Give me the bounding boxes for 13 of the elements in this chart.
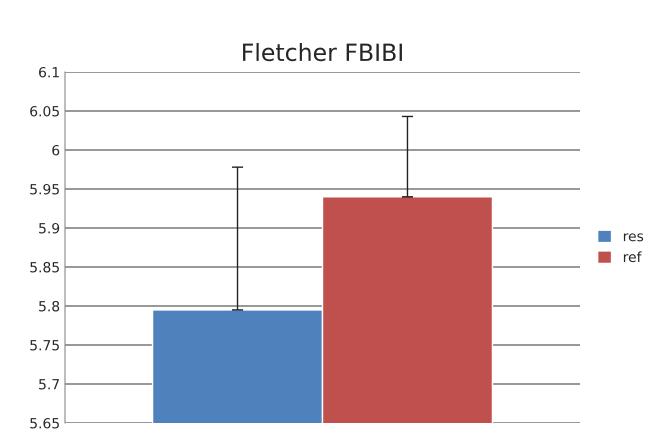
y-tick-label: 5.9 <box>39 222 60 234</box>
y-tick-label: 5.75 <box>30 340 59 350</box>
legend-label: ref <box>624 251 642 262</box>
chart-title: Fletcher FBIBI <box>243 42 402 62</box>
y-tick-label: 5.7 <box>39 379 59 390</box>
y-tick-label: 6.1 <box>39 66 59 78</box>
y-tick-label: 6.05 <box>30 106 59 116</box>
y-tick-label: 6 <box>52 144 60 156</box>
y-tick-label: 5.95 <box>30 184 59 194</box>
y-tick-label: 5.85 <box>30 262 59 272</box>
legend-label: res <box>624 233 644 242</box>
y-tick-label: 5.8 <box>39 300 60 312</box>
y-tick-label: 5.65 <box>30 418 59 428</box>
